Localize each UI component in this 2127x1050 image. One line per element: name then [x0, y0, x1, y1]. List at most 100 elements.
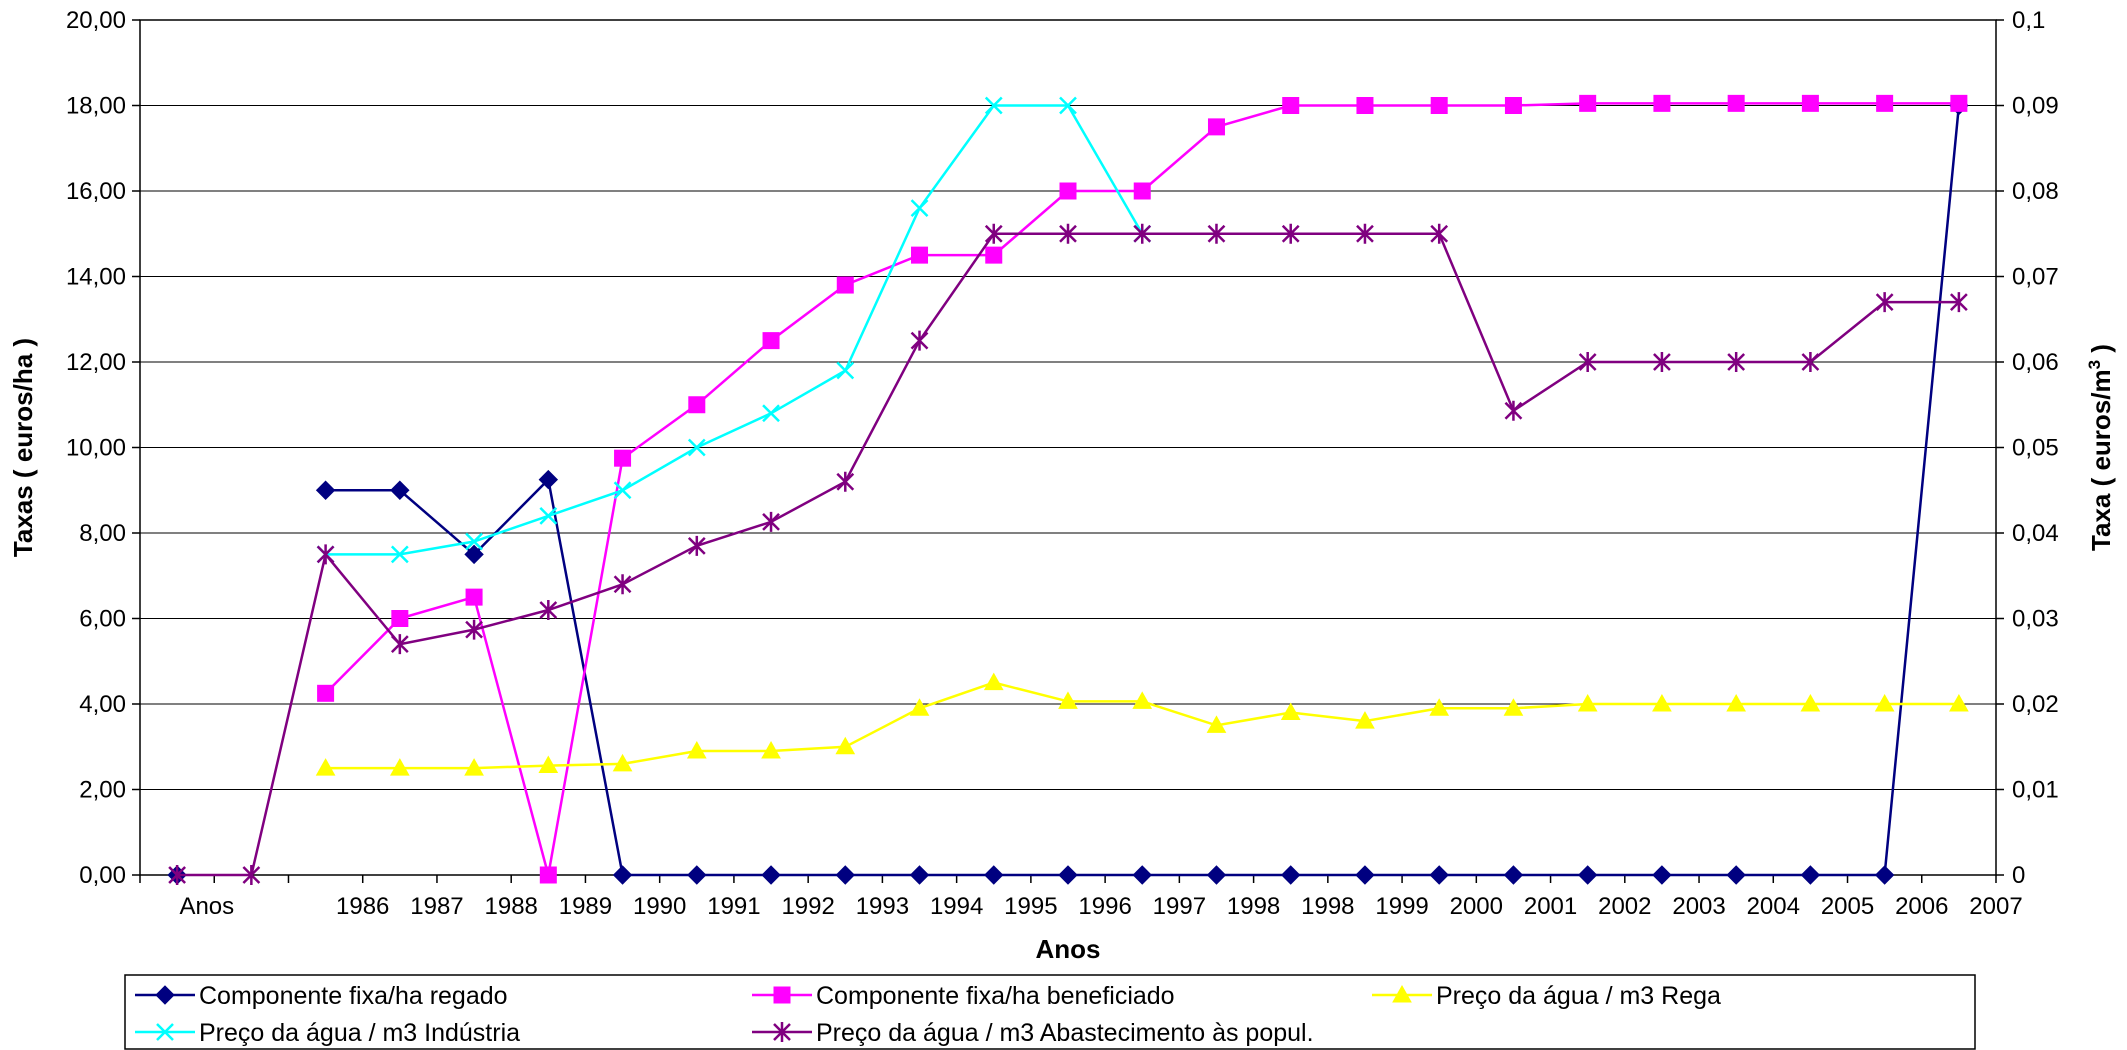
- y-tick-label: 18,00: [66, 93, 126, 120]
- data-point: [688, 396, 706, 414]
- y2-tick-label: 0,02: [2012, 691, 2059, 718]
- data-point: [984, 223, 1003, 244]
- data-point: [1652, 693, 1672, 712]
- data-point: [539, 507, 558, 525]
- data-point: [984, 96, 1003, 115]
- data-point: [389, 758, 410, 776]
- data-point: [836, 276, 854, 294]
- legend-item: Preço da água / m3 Rega: [1372, 982, 1721, 1010]
- y2-tick-label: 0,1: [2012, 7, 2045, 34]
- y-tick-label: 10,00: [66, 435, 126, 462]
- data-point: [1059, 96, 1077, 115]
- y2-tick-label: 0,04: [2012, 520, 2059, 547]
- data-point: [984, 865, 1004, 885]
- data-point: [1949, 693, 1969, 712]
- y2-axis-title-sup: 3: [2085, 360, 2104, 369]
- data-point: [1949, 292, 1968, 313]
- x-tick-label: 1999: [1375, 893, 1428, 920]
- y2-axis-title-main: Taxa ( euros/m: [2086, 369, 2116, 551]
- data-point: [910, 330, 929, 351]
- data-point: [1578, 352, 1597, 372]
- data-point: [613, 574, 632, 595]
- data-point: [836, 361, 855, 380]
- y-tick-label: 8,00: [79, 520, 126, 547]
- legend-label: Componente fixa/ha beneficiado: [816, 982, 1175, 1010]
- data-point: [1059, 223, 1077, 244]
- data-point: [1950, 94, 1968, 112]
- data-point: [1356, 223, 1374, 244]
- data-point: [242, 865, 261, 885]
- data-point: [1876, 94, 1894, 112]
- data-point: [1281, 865, 1301, 885]
- data-point: [1133, 182, 1151, 200]
- y-tick-label: 4,00: [79, 691, 126, 718]
- data-point: [1207, 223, 1226, 244]
- data-point: [1058, 691, 1078, 709]
- series-4: [316, 96, 1152, 564]
- data-point: [1653, 352, 1671, 372]
- data-point: [761, 865, 781, 885]
- x-tick-label: 1998: [1301, 893, 1354, 920]
- series-2: [317, 94, 1968, 884]
- series-group: [167, 94, 1969, 885]
- data-point: [1059, 182, 1077, 200]
- axes: 0,00 0 2,00 0,01 4,00 0,02 6,00 0,03 8,00 0,04 10,…: [66, 7, 2059, 920]
- y2-tick-label: 0,09: [2012, 93, 2059, 120]
- data-point: [1132, 865, 1152, 885]
- legend-label: Preço da água / m3 Indústria: [199, 1019, 520, 1047]
- data-point: [1579, 94, 1597, 112]
- x-tick-label: 2000: [1450, 893, 1503, 920]
- data-point: [1577, 865, 1598, 885]
- data-point: [612, 865, 633, 885]
- data-point: [1504, 400, 1523, 421]
- data-point: [465, 532, 483, 551]
- legend-item: Preço da água / m3 Abastecimento às popu…: [752, 1019, 1314, 1047]
- x-tick-label: 1986: [336, 893, 389, 920]
- data-point: [1875, 292, 1894, 313]
- x-tick-label: 1994: [930, 893, 983, 920]
- data-point: [1801, 94, 1819, 112]
- data-point: [910, 199, 929, 217]
- data-point: [538, 755, 559, 774]
- data-point: [762, 332, 780, 350]
- data-point: [1133, 223, 1152, 244]
- x-tick-label: 2003: [1672, 893, 1725, 920]
- x-tick-label: 2007: [1969, 893, 2022, 920]
- data-point: [1355, 711, 1375, 729]
- data-point: [985, 246, 1003, 264]
- y-tick-label: 14,00: [66, 264, 126, 291]
- data-point: [315, 758, 336, 776]
- data-point: [1430, 97, 1448, 114]
- data-point: [1800, 865, 1821, 885]
- y2-tick-label: 0,07: [2012, 264, 2059, 291]
- data-point: [1282, 97, 1300, 114]
- data-point: [539, 599, 558, 620]
- data-point: [909, 865, 930, 885]
- data-point: [390, 545, 409, 564]
- data-point: [1800, 693, 1821, 712]
- data-point: [1281, 223, 1300, 244]
- legend-box: [124, 974, 1976, 1050]
- data-point: [1058, 865, 1078, 885]
- data-point: [316, 544, 335, 565]
- data-point: [464, 544, 484, 565]
- data-point: [1653, 94, 1671, 112]
- x-tick-label: 1989: [559, 893, 612, 920]
- y2-tick-label: 0,05: [2012, 435, 2059, 462]
- data-point: [1429, 865, 1449, 885]
- data-point: [686, 741, 707, 759]
- data-point: [464, 758, 484, 776]
- x-tick-label: 1993: [856, 893, 909, 920]
- y-axis-title: Taxas ( euros/ha ): [8, 338, 38, 557]
- x-tick-label: 2002: [1598, 893, 1651, 920]
- data-point: [317, 684, 335, 702]
- y2-axis-title: Taxa ( euros/m3 ): [2085, 344, 2116, 551]
- data-point: [983, 672, 1004, 691]
- data-point: [1206, 865, 1227, 885]
- data-point: [612, 753, 633, 772]
- data-point: [390, 634, 409, 655]
- data-point: [614, 449, 632, 467]
- data-point: [1207, 118, 1225, 136]
- data-point: [773, 1022, 791, 1042]
